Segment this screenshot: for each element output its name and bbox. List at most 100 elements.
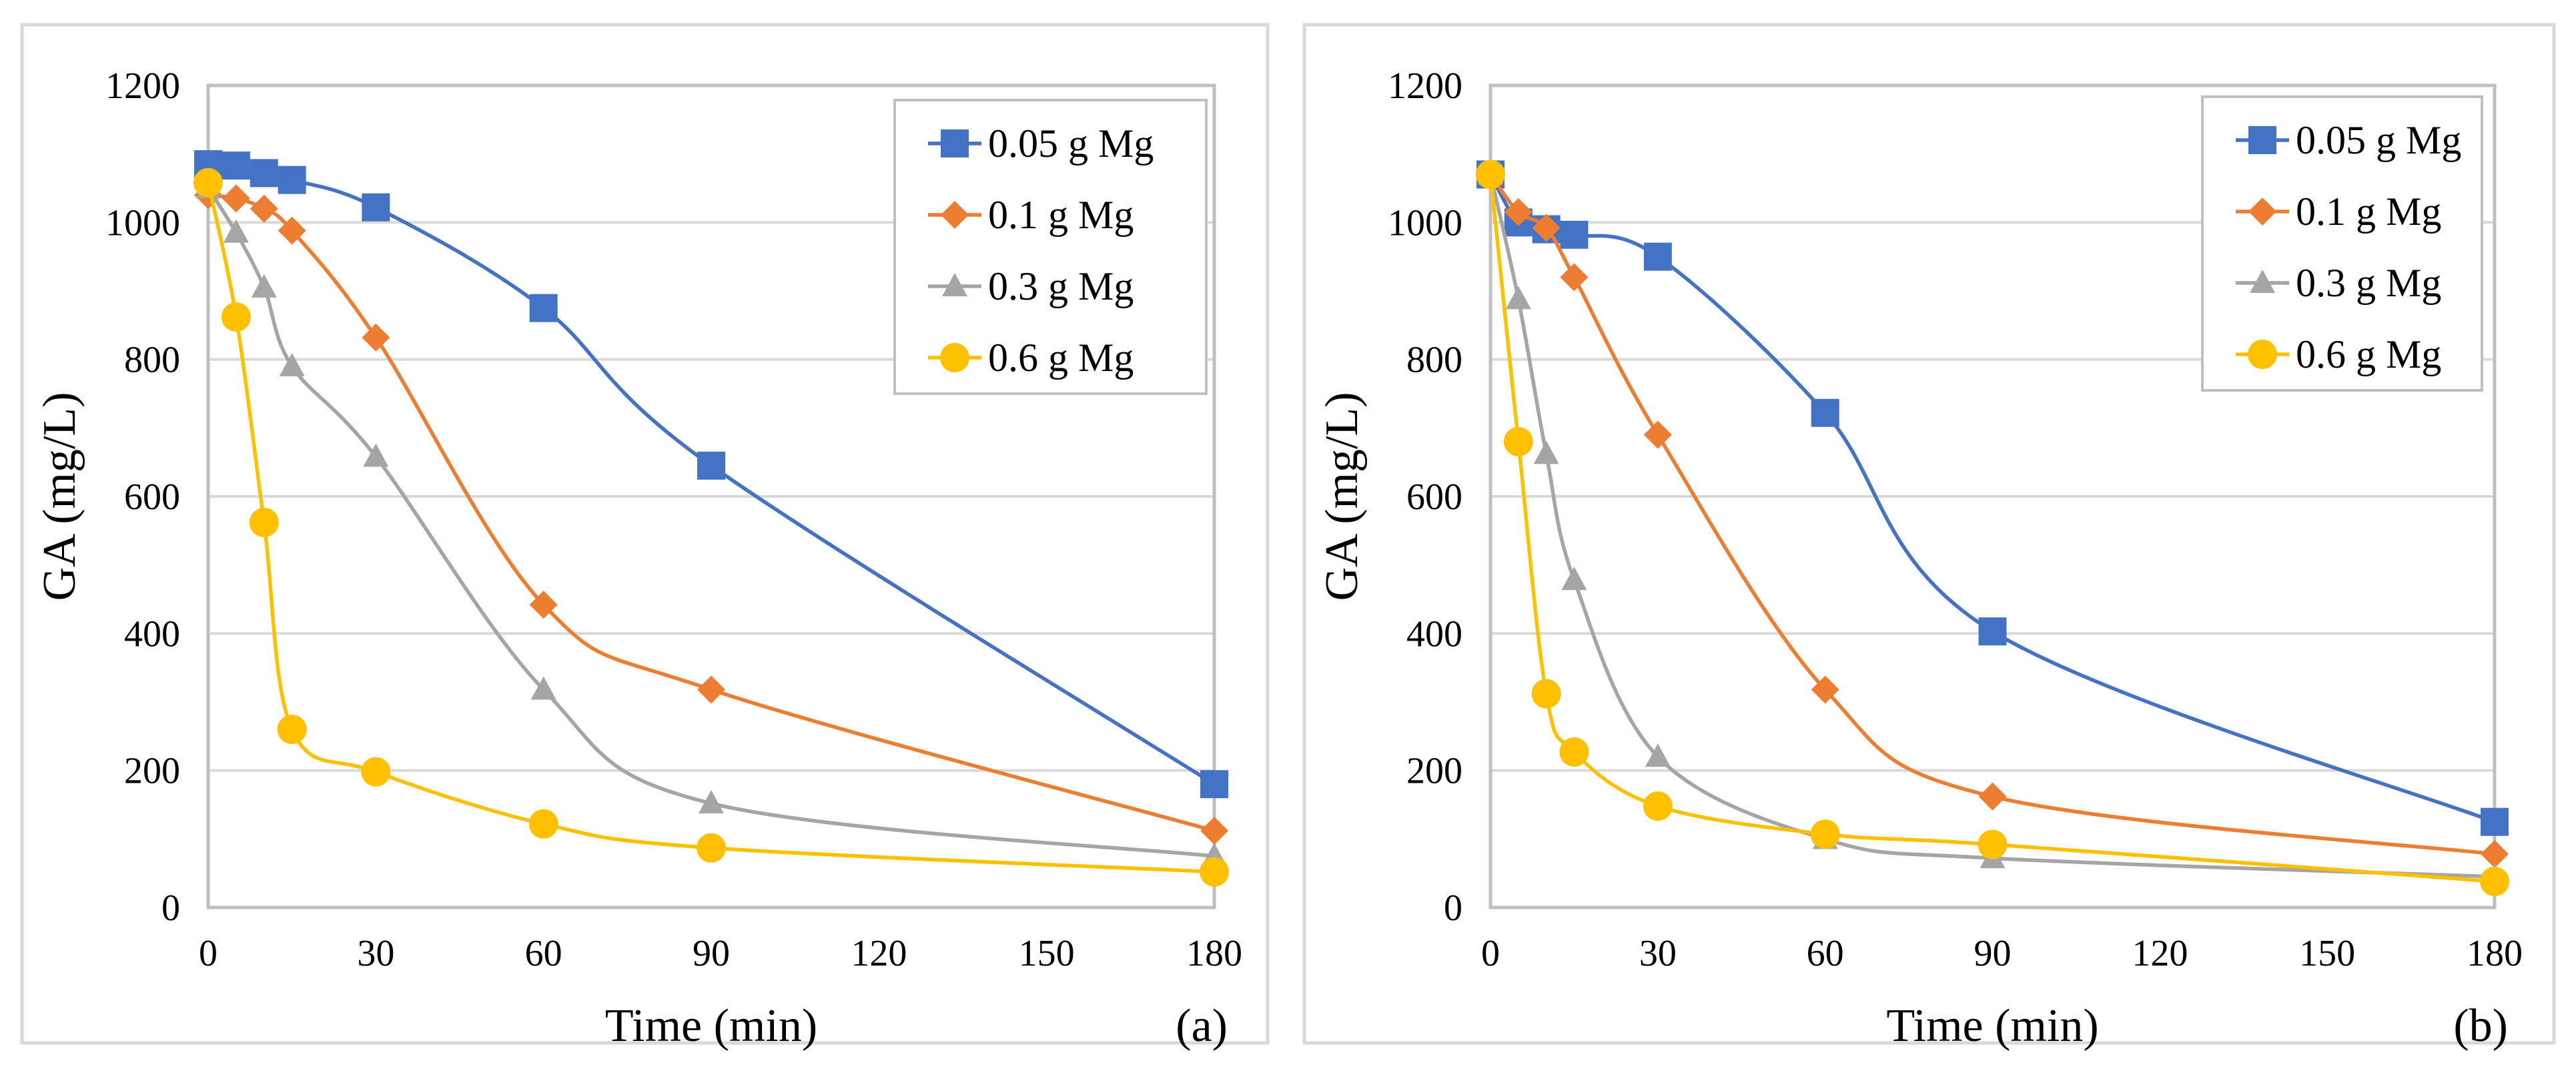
- legend-label: 0.1 g Mg: [2296, 190, 2441, 234]
- data-point-triangle: [530, 676, 556, 700]
- legend-item: 0.05 g Mg: [928, 121, 1154, 165]
- data-point-circle: [528, 809, 558, 839]
- data-point-square: [1560, 220, 1589, 249]
- legend-marker-diamond: [2248, 198, 2276, 226]
- data-point-triangle: [1645, 743, 1671, 767]
- y-tick-label: 1000: [105, 202, 180, 244]
- data-point-circle: [1810, 819, 1840, 849]
- data-point-circle: [1559, 737, 1589, 767]
- plot-area-border: [206, 83, 1216, 910]
- legend-label: 0.1 g Mg: [988, 193, 1134, 237]
- data-point-triangle: [279, 352, 305, 376]
- y-tick-label: 600: [124, 476, 180, 518]
- data-point-circle: [221, 302, 251, 332]
- data-point-triangle: [251, 274, 277, 298]
- legend-marker-diamond: [941, 201, 969, 229]
- plot-area-border: [1488, 83, 2497, 910]
- data-point-square: [697, 451, 725, 480]
- series-0-6-g-mg: [1476, 159, 2509, 896]
- data-point-circle: [2480, 866, 2509, 896]
- data-point-diamond: [250, 194, 278, 223]
- data-point-diamond: [1643, 420, 1672, 449]
- x-tick-label: 60: [525, 933, 562, 974]
- x-tick-label: 90: [693, 933, 730, 974]
- y-tick-label: 200: [124, 751, 180, 792]
- data-point-triangle: [363, 443, 389, 467]
- x-tick-label: 30: [357, 933, 394, 974]
- legend-item: 0.3 g Mg: [928, 264, 1134, 308]
- data-point-square: [362, 193, 390, 222]
- legend-item: 0.1 g Mg: [2236, 190, 2441, 234]
- data-point-triangle: [699, 789, 724, 813]
- panel-label: (b): [2453, 1000, 2508, 1052]
- data-point-circle: [1643, 791, 1673, 821]
- y-tick-label: 0: [161, 887, 180, 929]
- y-tick-label: 0: [1444, 887, 1462, 929]
- x-axis-title: Time (min): [1886, 1000, 2098, 1052]
- data-point-circle: [1531, 679, 1561, 709]
- x-tick-label: 180: [2467, 933, 2523, 974]
- data-point-diamond: [529, 591, 558, 619]
- data-point-square: [1643, 242, 1672, 271]
- legend-item: 0.6 g Mg: [928, 336, 1134, 380]
- legend: 0.05 g Mg 0.1 g Mg 0.3 g Mg 0.6 g Mg: [893, 99, 1208, 395]
- data-point-square: [529, 294, 558, 322]
- data-point-diamond: [278, 216, 306, 245]
- data-point-diamond: [1978, 782, 2007, 811]
- data-point-square: [1978, 617, 2007, 646]
- x-tick-label: 30: [1639, 933, 1677, 974]
- data-point-diamond: [697, 675, 725, 704]
- legend-label: 0.05 g Mg: [2296, 118, 2461, 162]
- data-point-diamond: [2481, 839, 2509, 868]
- x-tick-label: 0: [199, 933, 218, 974]
- data-point-diamond: [222, 184, 250, 213]
- y-axis-title: GA (mg/L): [1316, 392, 1368, 601]
- data-point-diamond: [1200, 817, 1228, 845]
- data-point-circle: [1476, 159, 1505, 190]
- chart-panel-b: 0 200 400 600 800 1000 1200 0 30 60 90 120 150 180 Tim…: [1302, 23, 2556, 1052]
- data-point-diamond: [1532, 214, 1561, 242]
- data-point-triangle: [223, 219, 249, 243]
- data-point-square: [1811, 398, 1839, 427]
- x-tick-label: 150: [1019, 933, 1075, 974]
- legend-item: 0.05 g Mg: [2236, 118, 2461, 162]
- data-point-circle: [249, 508, 279, 538]
- data-point-circle: [697, 833, 726, 863]
- y-tick-label: 600: [1406, 476, 1462, 518]
- data-point-square: [2481, 807, 2509, 836]
- y-tick-label: 1200: [1388, 65, 1462, 107]
- x-tick-label: 0: [1481, 933, 1500, 974]
- data-point-diamond: [1811, 675, 1839, 704]
- legend-item: 0.3 g Mg: [2236, 261, 2441, 305]
- legend-marker-triangle: [2250, 270, 2275, 293]
- chart-panel-a: 0 200 400 600 800 1000 1200 0 30 60 90 120 150 180 Tim…: [20, 23, 1270, 1052]
- legend-marker-square: [2248, 126, 2276, 154]
- legend-marker-circle: [2248, 340, 2277, 369]
- data-point-square: [250, 159, 278, 188]
- legend-item: 0.6 g Mg: [2236, 332, 2441, 376]
- legend-marker-circle: [940, 343, 969, 372]
- legend-label: 0.3 g Mg: [988, 264, 1134, 308]
- legend-marker-square: [941, 129, 969, 157]
- data-point-circle: [361, 757, 391, 787]
- y-tick-label: 1000: [1388, 202, 1462, 244]
- legend-label: 0.6 g Mg: [988, 336, 1134, 380]
- data-point-diamond: [1504, 198, 1533, 226]
- data-point-square: [222, 151, 250, 180]
- legend-label: 0.6 g Mg: [2296, 332, 2441, 376]
- x-tick-label: 180: [1186, 933, 1242, 974]
- x-tick-label: 90: [1974, 933, 2012, 974]
- y-tick-label: 800: [124, 340, 180, 381]
- data-point-circle: [1200, 857, 1229, 887]
- data-point-diamond: [362, 323, 390, 352]
- y-axis-title: GA (mg/L): [34, 392, 85, 601]
- x-tick-label: 60: [1807, 933, 1844, 974]
- x-tick-label: 120: [2132, 933, 2188, 974]
- series-0-1-g-mg: [194, 181, 1228, 845]
- y-tick-label: 400: [124, 613, 180, 655]
- data-point-triangle: [1533, 440, 1559, 464]
- legend: 0.05 g Mg 0.1 g Mg 0.3 g Mg 0.6 g Mg: [2201, 95, 2483, 392]
- legend-label: 0.3 g Mg: [2296, 261, 2441, 305]
- legend-marker-triangle: [942, 273, 967, 296]
